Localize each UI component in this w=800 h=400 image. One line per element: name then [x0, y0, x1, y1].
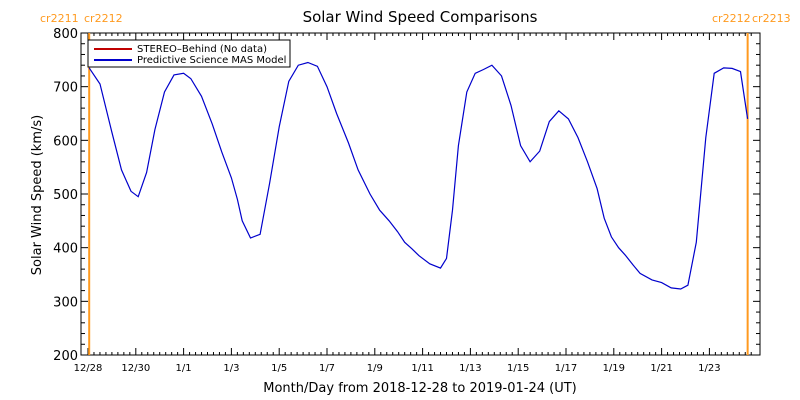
- legend-label-stereo: STEREO–Behind (No data): [137, 44, 267, 55]
- y-tick-label: 300: [53, 295, 78, 310]
- y-tick-label: 200: [53, 349, 78, 364]
- y-tick-label: 700: [53, 81, 78, 96]
- series-line-mas: [88, 61, 749, 290]
- carrington-label-right-1: cr2212: [712, 12, 751, 25]
- y-tick-label: 800: [53, 27, 78, 42]
- x-tick-label: 12/30: [121, 363, 150, 374]
- x-tick-label: 1/7: [319, 363, 335, 374]
- legend-box: [87, 39, 291, 68]
- x-tick-label: 1/1: [176, 363, 192, 374]
- x-tick-label: 1/5: [271, 363, 287, 374]
- x-tick-label: 1/11: [411, 363, 433, 374]
- series-lines: [88, 61, 749, 290]
- carrington-label-right-2: cr2213: [752, 12, 791, 25]
- x-ticks: 12/28 12/30 1/1 1/3 1/5 1/7 1/9 1/11 1/13 1/15 1/1…: [74, 33, 752, 374]
- y-tick-label: 500: [53, 188, 78, 203]
- x-tick-label: 12/28: [74, 363, 103, 374]
- x-tick-label: 1/21: [650, 363, 672, 374]
- y-axis-label: Solar Wind Speed (km/s): [30, 115, 45, 275]
- x-tick-label: 1/19: [603, 363, 625, 374]
- x-tick-label: 1/15: [507, 363, 529, 374]
- x-tick-label: 1/23: [698, 363, 720, 374]
- y-tick-label: 400: [53, 242, 78, 257]
- x-axis-label: Month/Day from 2018-12-28 to 2019-01-24 …: [263, 381, 576, 396]
- x-tick-label: 1/17: [555, 363, 577, 374]
- plot-frame: [80, 32, 761, 356]
- x-tick-label: 1/3: [223, 363, 239, 374]
- x-tick-label: 1/9: [367, 363, 383, 374]
- x-tick-label: 1/13: [459, 363, 481, 374]
- legend-label-mas: Predictive Science MAS Model: [137, 55, 286, 66]
- carrington-lines: [88, 33, 749, 355]
- chart-title: Solar Wind Speed Comparisons: [303, 8, 538, 26]
- carrington-label-left-2: cr2212: [84, 12, 123, 25]
- carrington-label-left-1: cr2211: [40, 12, 79, 25]
- legend: STEREO–Behind (No data) Predictive Scien…: [87, 39, 291, 68]
- y-tick-label: 600: [53, 134, 78, 149]
- y-ticks: 200 300 400 500 600 700 800: [53, 27, 760, 364]
